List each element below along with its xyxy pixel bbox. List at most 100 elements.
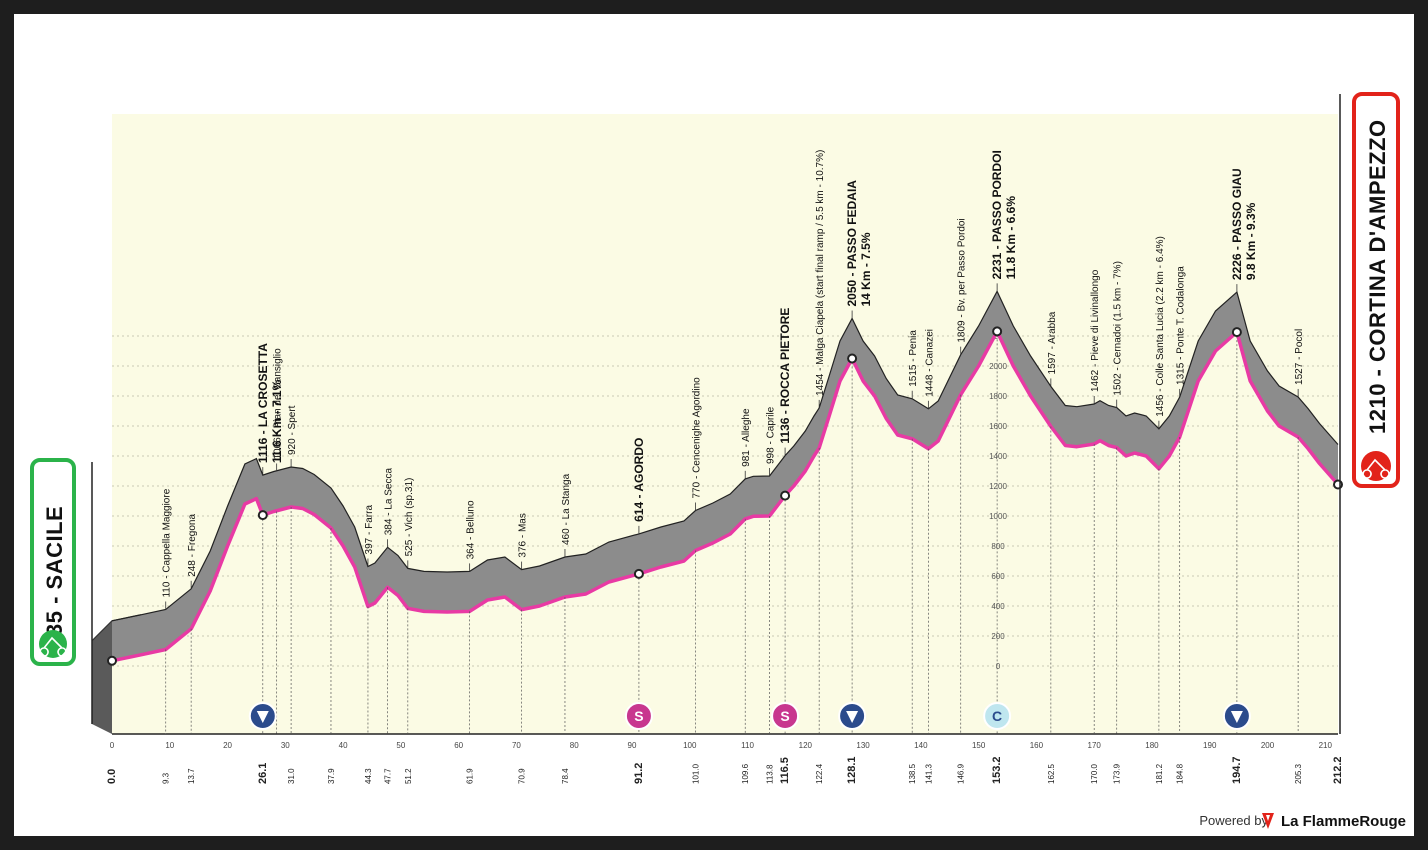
elevation-profile-chart: 0200400600800100012001400160018002000220… (30, 92, 1400, 784)
y-tick-label: 1200 (989, 482, 1007, 491)
x-tick-label: 170 (1088, 741, 1102, 750)
x-tick-label: 130 (856, 741, 870, 750)
y-tick-label: 600 (991, 572, 1005, 581)
y-tick-label: 0 (996, 662, 1001, 671)
finish-point (1333, 479, 1343, 490)
road-line (111, 329, 1340, 663)
flame-icon (1261, 813, 1274, 829)
badge-text: C (992, 708, 1002, 724)
place-label: 460 - La Stanga (561, 473, 572, 545)
place-label: 397 - Farra (364, 505, 375, 555)
place-label: 248 - Fregona (187, 514, 198, 577)
y-tick-label: 200 (991, 632, 1005, 641)
place-label: 1315 - Ponte T. Codalonga (1176, 266, 1187, 385)
place-label: 1136 - ROCCA PIETORE (778, 308, 792, 444)
bike-icon (1362, 458, 1390, 479)
start-point (107, 655, 117, 666)
km-label: 184.8 (1176, 763, 1185, 784)
place-label: 1527 - Pocol (1294, 329, 1305, 385)
km-label: 0.0 (106, 769, 118, 784)
x-tick-label: 190 (1203, 741, 1217, 750)
x-tick-label: 20 (223, 741, 232, 750)
x-tick-label: 100 (683, 741, 697, 750)
km-label: 162.5 (1047, 763, 1056, 784)
place-label: 376 - Mas (518, 513, 529, 557)
km-label: 212.2 (1332, 756, 1344, 784)
start-cyclist-icon (39, 630, 67, 658)
km-label: 37.9 (327, 768, 336, 784)
y-tick-label: 1800 (989, 392, 1007, 401)
km-label: 141.3 (924, 763, 933, 784)
x-tick-label: 180 (1145, 741, 1159, 750)
place-label: 1597 - Arabba (1047, 311, 1058, 374)
climb-stats-label: 9.8 Km - 9.3% (1244, 202, 1258, 280)
x-tick-label: 150 (972, 741, 986, 750)
finish-label: 1210 - CORTINA D'AMPEZZO (1365, 119, 1390, 434)
kom-triangle-icon (846, 711, 859, 723)
badge-text: S (634, 708, 643, 724)
profile-top-edge (111, 290, 1339, 622)
km-label: 153.2 (991, 756, 1003, 784)
sprint-icon (771, 702, 800, 730)
km-label: 128.1 (846, 756, 858, 784)
y-tick-label: 400 (991, 602, 1005, 611)
brand-name: La FlammeRouge (1280, 812, 1406, 830)
km-label: 31.0 (287, 768, 296, 784)
place-label: 614 - AGORDO (632, 438, 646, 522)
y-tick-label: 1000 (989, 512, 1007, 521)
km-label: 44.3 (364, 768, 373, 784)
x-tick-label: 140 (914, 741, 928, 750)
km-label: 116.5 (779, 757, 791, 784)
x-tick-label: 160 (1030, 741, 1044, 750)
place-label: 998 - Caprile (765, 406, 776, 464)
brand-logo[interactable]: La FlammeRouge (1261, 812, 1406, 830)
sprint-icon (624, 702, 653, 730)
route-point (1231, 327, 1242, 338)
climb-stats-label: 11.6 Km - 7.1% (270, 379, 284, 463)
place-label: 1456 - Colle Santa Lucia (2.2 km - 6.4%) (1155, 236, 1166, 417)
badge-text: S (780, 708, 789, 724)
route-point (992, 326, 1003, 337)
profile-band (112, 291, 1338, 661)
route-point (780, 490, 791, 501)
powered-by-text: Powered by (1199, 813, 1268, 828)
profile-side (92, 620, 112, 734)
x-tick-label: 50 (396, 741, 405, 750)
route-point (847, 353, 858, 364)
km-label: 181.2 (1155, 763, 1164, 784)
place-label: 920 - Spert (287, 405, 298, 455)
place-label: 1006 - Pian del Cansiglio (273, 348, 284, 460)
x-tick-label: 210 (1319, 741, 1333, 750)
km-label: 78.4 (561, 768, 570, 784)
km-label: 101.0 (692, 763, 701, 784)
place-label: 2050 - PASSO FEDAIA (845, 180, 859, 307)
place-label: 770 - Cencenighe Agordino (692, 377, 703, 499)
kom-triangle-icon (1230, 711, 1243, 723)
y-tick-label: 800 (991, 542, 1005, 551)
place-label: 981 - Alleghe (741, 408, 752, 467)
kom-triangle-icon (256, 711, 269, 723)
route-point (257, 510, 268, 521)
x-tick-label: 30 (281, 741, 290, 750)
x-tick-label: 90 (628, 741, 637, 750)
km-label: 205.3 (1294, 763, 1303, 784)
km-label: 194.7 (1231, 756, 1243, 784)
x-tick-label: 80 (570, 741, 579, 750)
bike-icon (39, 636, 67, 657)
km-label: 51.2 (404, 768, 413, 784)
x-tick-label: 200 (1261, 741, 1275, 750)
x-tick-label: 40 (339, 741, 348, 750)
x-tick-label: 0 (110, 741, 115, 750)
y-tick-label: 1600 (989, 422, 1007, 431)
start-label: 35 - SACILE (42, 506, 67, 636)
place-label: 1515 - Penia (908, 330, 919, 387)
x-tick-label: 120 (799, 741, 813, 750)
km-label: 47.7 (384, 768, 393, 784)
finish-cyclist-icon (1361, 451, 1391, 481)
km-label: 122.4 (815, 763, 824, 784)
place-label: 1502 - Cernadoi (1.5 km - 7%) (1113, 261, 1124, 396)
km-label: 91.2 (633, 763, 645, 784)
km-label: 26.1 (257, 763, 269, 784)
y-tick-label: 1400 (989, 452, 1007, 461)
place-label: 364 - Belluno (466, 500, 477, 559)
